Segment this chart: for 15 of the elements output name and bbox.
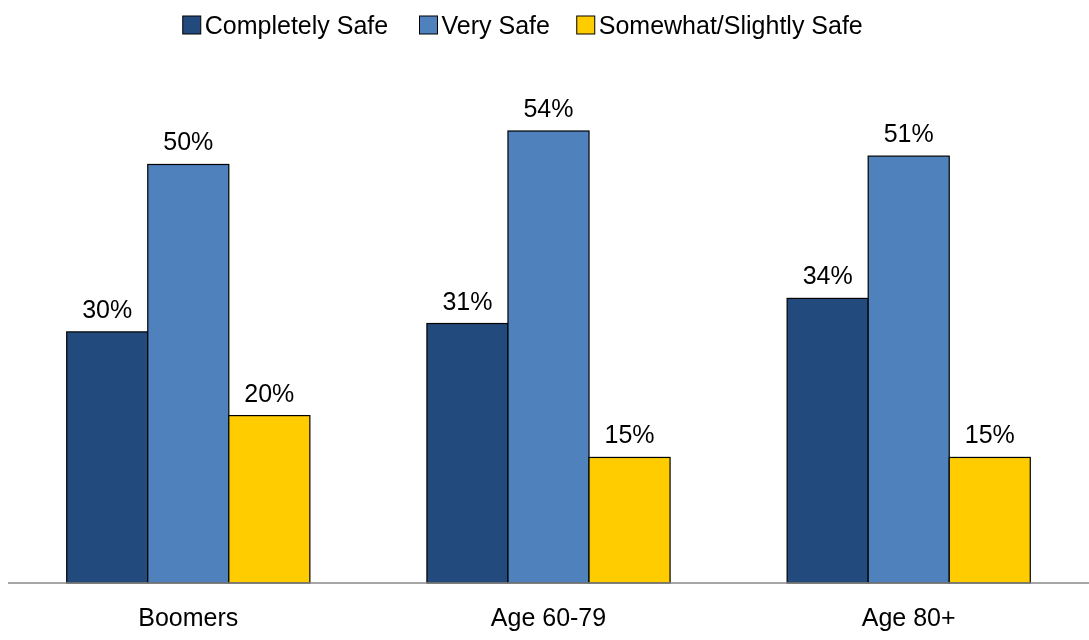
data-label: 50% xyxy=(163,127,214,156)
legend-label: Somewhat/Slightly Safe xyxy=(598,11,863,39)
data-label: 20% xyxy=(244,378,295,407)
data-label: 31% xyxy=(442,286,493,315)
data-label: 15% xyxy=(964,420,1015,449)
x-tick-label: Age 80+ xyxy=(861,603,956,631)
data-label: 34% xyxy=(802,261,853,290)
data-label: 54% xyxy=(523,94,574,122)
data-label: 51% xyxy=(883,119,934,148)
data-label: 30% xyxy=(82,294,133,323)
x-tick-label: Boomers xyxy=(138,603,239,631)
x-tick-label: Age 60-79 xyxy=(490,603,607,631)
data-label: 15% xyxy=(604,420,655,449)
legend-label: Very Safe xyxy=(441,11,550,39)
legend-label: Completely Safe xyxy=(204,11,389,39)
